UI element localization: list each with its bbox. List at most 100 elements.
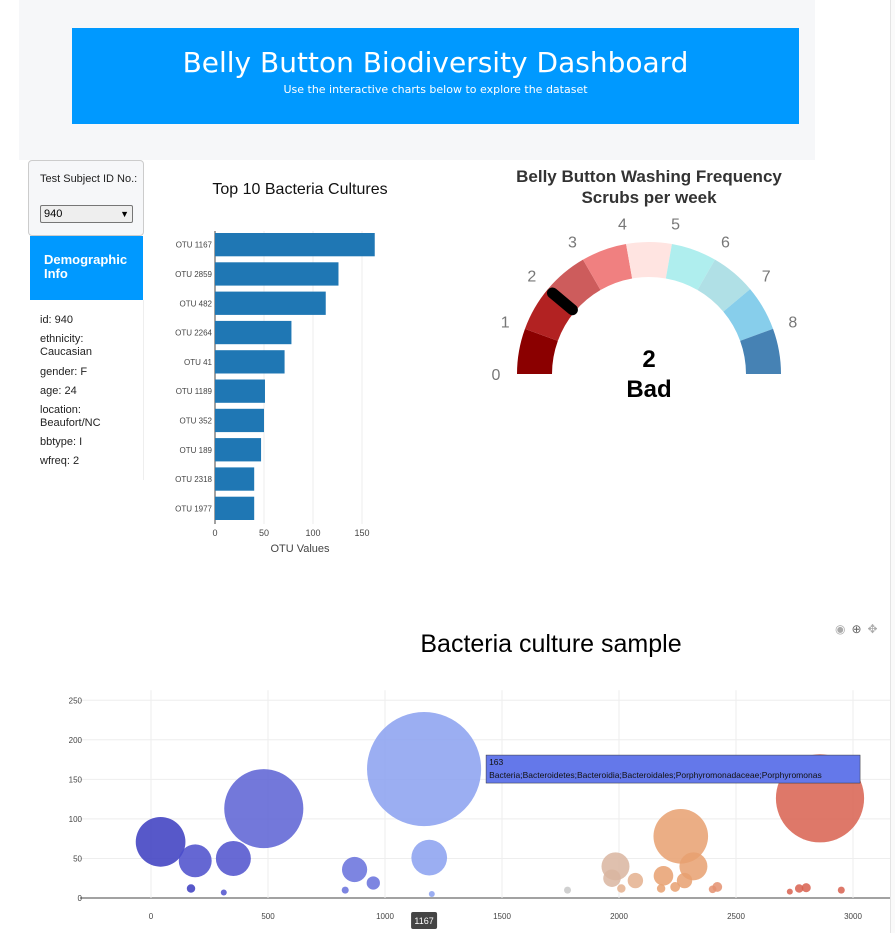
bubble-ytick-label: 150 xyxy=(69,775,83,784)
demo-line: age: 24 xyxy=(40,385,77,397)
vertical-scrollbar[interactable] xyxy=(890,0,895,933)
gauge-sector xyxy=(740,328,781,374)
bubble-point xyxy=(617,884,626,893)
bubble-xtick-label: 3000 xyxy=(844,912,862,921)
bar-xtick-label: 0 xyxy=(212,528,217,538)
hover-label-box xyxy=(485,754,861,784)
subject-id-select[interactable]: 940 ▼ xyxy=(40,205,133,223)
bubble-point xyxy=(564,886,572,894)
gauge-needle xyxy=(546,287,578,316)
wash-frequency-gauge: Belly Button Washing Frequency Scrubs per… xyxy=(492,167,798,403)
bar-xaxis-label: OTU Values xyxy=(270,543,330,555)
hover-x-label: 1167 xyxy=(414,916,433,926)
hover-label-value: 163 xyxy=(489,757,503,767)
bubble-point xyxy=(220,889,227,896)
gauge-title: Belly Button Washing Frequency xyxy=(516,167,782,186)
bubble-point xyxy=(178,844,212,878)
top10-bar-chart[interactable]: Top 10 Bacteria Cultures 0 50 100 150 OTU 116… xyxy=(150,165,450,570)
bar xyxy=(215,350,285,374)
bubble-point xyxy=(224,769,304,849)
demographic-header: Demographic Info xyxy=(30,236,143,300)
page-title: Belly Button Biodiversity Dashboard xyxy=(182,46,689,79)
zoom-icon[interactable]: ⊕ xyxy=(851,622,862,636)
bar-category-label: OTU 1977 xyxy=(175,504,212,513)
bar xyxy=(215,438,262,462)
gauge-tick-label: 7 xyxy=(762,269,771,286)
plot-modebar: ◉ ⊕ ✥ xyxy=(835,622,884,636)
bar xyxy=(215,262,339,286)
title-banner: Belly Button Biodiversity Dashboard Use … xyxy=(72,28,799,124)
bar-category-label: OTU 1167 xyxy=(176,241,213,250)
bubble-xtick-label: 0 xyxy=(149,912,154,921)
bubble-ytick-label: 0 xyxy=(78,894,83,903)
bubble-point xyxy=(670,882,681,892)
bar-chart-title: Top 10 Bacteria Cultures xyxy=(212,181,387,198)
gauge-sector xyxy=(665,244,715,290)
gauge-tick-label: 2 xyxy=(527,269,536,286)
gauge-tick-label: 6 xyxy=(721,234,730,251)
bubble-point xyxy=(603,869,621,887)
bar xyxy=(215,291,326,315)
gauge-tick-label: 8 xyxy=(788,315,797,332)
bubble-point xyxy=(801,883,811,893)
bar xyxy=(215,408,264,433)
gauge-sector xyxy=(583,244,633,290)
bubble-point xyxy=(837,886,845,894)
gauge-sector xyxy=(517,328,558,374)
bubble-ytick-label: 250 xyxy=(69,696,83,705)
bubble-point xyxy=(428,891,435,898)
bubble-point xyxy=(341,856,368,883)
bubble-ytick-label: 50 xyxy=(73,854,82,863)
camera-icon[interactable]: ◉ xyxy=(835,622,846,636)
bubble-point xyxy=(215,840,251,876)
gauge-tick-label: 1 xyxy=(501,315,510,332)
demographic-info-panel: id: 940 ethnicity: Caucasian gender: F a… xyxy=(30,300,144,480)
bubble-point xyxy=(676,872,693,889)
bar-category-label: OTU 2318 xyxy=(175,475,212,484)
bubble-xtick-label: 1500 xyxy=(493,912,511,921)
demo-line: ethnicity: Caucasian xyxy=(40,333,92,358)
bar-category-label: OTU 189 xyxy=(180,446,213,455)
hover-label-text: Bacteria;Bacteroidetes;Bacteroidia;Bacte… xyxy=(489,770,822,780)
gauge-tick-label: 5 xyxy=(671,216,680,233)
bar-xtick-label: 100 xyxy=(305,528,320,538)
bubble-point xyxy=(708,885,717,894)
bubble-xtick-label: 500 xyxy=(261,912,275,921)
bubble-point xyxy=(411,839,448,876)
page-subtitle: Use the interactive charts below to expl… xyxy=(283,83,588,96)
bubble-point xyxy=(135,816,186,867)
bubble-xtick-label: 1000 xyxy=(376,912,394,921)
gauge-sector xyxy=(723,289,774,341)
demo-line: id: 940 xyxy=(40,314,74,326)
bar-xtick-label: 50 xyxy=(259,528,269,538)
bar-category-label: OTU 41 xyxy=(184,358,213,367)
demo-line: gender: F xyxy=(40,366,88,378)
bubble-point xyxy=(653,866,674,886)
bubble-xtick-label: 2500 xyxy=(727,912,745,921)
bar xyxy=(215,233,375,257)
demo-line: location: Beaufort/NC xyxy=(40,404,101,429)
bubble-point xyxy=(794,884,804,893)
bubble-point xyxy=(341,886,349,894)
header-jumbotron: Belly Button Biodiversity Dashboard Use … xyxy=(19,0,815,160)
bar-category-label: OTU 2264 xyxy=(175,329,212,338)
gauge-tick-label: 0 xyxy=(492,367,501,384)
bar xyxy=(215,496,255,520)
bubble-point xyxy=(786,888,793,895)
subject-id-value: 940 xyxy=(44,208,63,220)
gauge-subtitle: Scrubs per week xyxy=(581,188,717,207)
pan-icon[interactable]: ✥ xyxy=(867,622,878,636)
demo-line: wfreq: 2 xyxy=(40,455,80,467)
gauge-tick-label: 4 xyxy=(618,216,627,233)
bubble-xtick-label: 2000 xyxy=(610,912,628,921)
bar xyxy=(215,379,265,403)
bubble-chart-title: Bacteria culture sample xyxy=(420,630,681,658)
bar-xtick-label: 150 xyxy=(354,528,369,538)
bar-category-label: OTU 2859 xyxy=(175,270,212,279)
bar-category-label: OTU 482 xyxy=(180,299,213,308)
gauge-sector xyxy=(697,259,751,312)
bubble-point xyxy=(656,884,666,893)
bubble-point xyxy=(627,872,644,889)
bubble-point xyxy=(366,876,380,890)
